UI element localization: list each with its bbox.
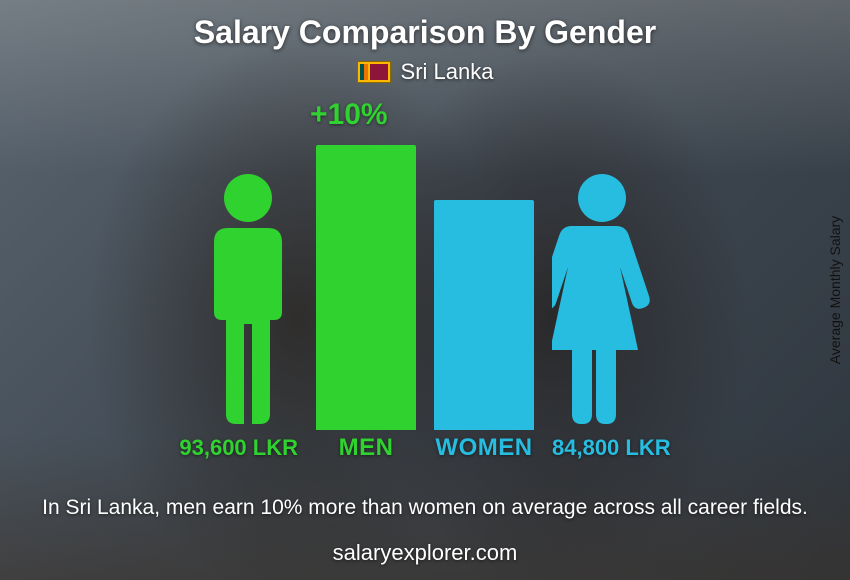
male-icon <box>198 170 298 430</box>
female-icon <box>552 170 652 430</box>
flag-icon <box>357 61 391 83</box>
y-axis-label: Average Monthly Salary <box>827 216 843 364</box>
men-salary-value: 93,600 LKR <box>148 435 298 461</box>
subtitle-row: Sri Lanka <box>0 59 850 85</box>
country-subtitle: Sri Lanka <box>401 59 494 85</box>
chart-area: +10% <box>0 100 850 430</box>
women-category-label: WOMEN <box>434 434 534 462</box>
men-bar <box>316 145 416 430</box>
women-bar <box>434 200 534 430</box>
page-title: Salary Comparison By Gender <box>0 0 850 51</box>
footer-source: salaryexplorer.com <box>0 540 850 566</box>
men-category-label: MEN <box>316 434 416 462</box>
men-icon-col <box>198 170 298 430</box>
description-text: In Sri Lanka, men earn 10% more than wom… <box>40 494 810 522</box>
women-salary-value: 84,800 LKR <box>552 435 702 461</box>
women-icon-col <box>552 170 652 430</box>
percent-difference-label: +10% <box>310 98 388 132</box>
labels-row: 93,600 LKR MEN WOMEN 84,800 LKR <box>0 434 850 462</box>
side-axis-wrap: Average Monthly Salary <box>820 0 850 580</box>
